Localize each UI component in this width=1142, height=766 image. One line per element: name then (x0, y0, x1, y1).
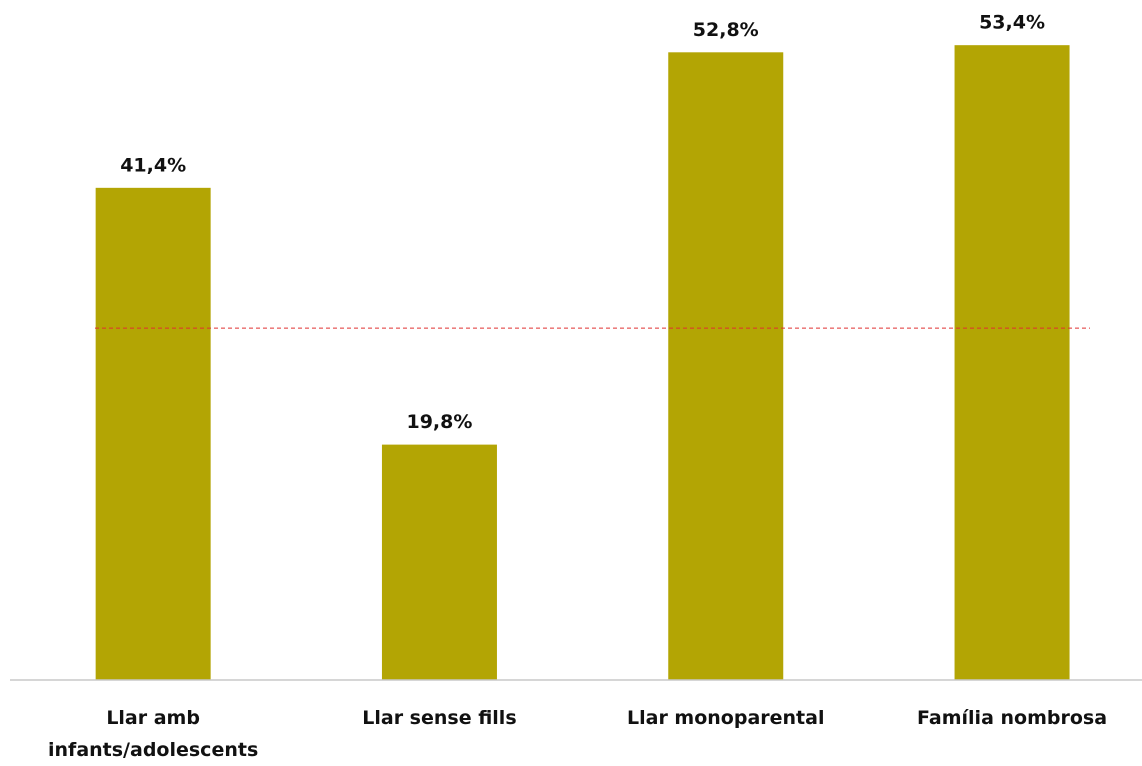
x-tick-label: Llar sense fills (362, 707, 517, 729)
x-tick-label: Llar monoparental (627, 707, 825, 729)
x-tick-label: Llar amb infants/adolescents (48, 707, 259, 761)
bar (668, 52, 784, 681)
bar (381, 444, 497, 680)
value-label: 19,8% (406, 411, 472, 433)
bar (95, 187, 211, 681)
value-label: 41,4% (120, 154, 186, 176)
value-label: 52,8% (693, 19, 759, 41)
value-label: 53,4% (979, 12, 1045, 34)
bar (954, 45, 1070, 681)
x-tick-label: Família nombrosa (917, 707, 1108, 729)
